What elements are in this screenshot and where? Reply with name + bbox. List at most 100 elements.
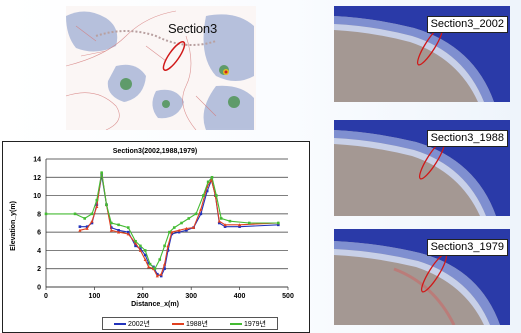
data-point-1979: [148, 262, 152, 266]
data-point-1979: [187, 217, 191, 220]
data-point-1988: [133, 241, 138, 245]
data-point-1979: [228, 219, 232, 223]
data-point-1979: [247, 221, 251, 225]
x-tick-label: 300: [185, 293, 197, 300]
legend-label-1988: 1988년: [185, 320, 208, 328]
series-line-1979: [46, 172, 279, 270]
data-point-2002: [90, 221, 94, 225]
data-point-1988: [170, 230, 174, 234]
y-tick-label: 8: [37, 211, 41, 218]
elevation-chart: Section3(2002,1988,1979) 0 2 4 6 8 10 12 14 0 100…: [10, 148, 294, 308]
legend-swatch-2002: [113, 322, 126, 325]
data-point-1979: [110, 221, 113, 225]
section-panel-1988: Section3_1988: [334, 120, 510, 216]
data-point-2002: [185, 229, 188, 232]
data-point-1988: [162, 262, 167, 266]
data-point-1979: [143, 249, 147, 252]
aerial-map: [66, 6, 256, 130]
data-point-1988: [85, 226, 89, 230]
data-point-1988: [117, 230, 121, 234]
data-point-1979: [206, 180, 210, 184]
data-point-1988: [138, 248, 142, 252]
data-point-1988: [184, 226, 188, 230]
data-point-2002: [277, 223, 280, 227]
data-point-2002: [117, 229, 120, 232]
x-tick-label: 500: [282, 293, 294, 300]
aerial-map-image: [66, 6, 256, 130]
y-tick-label: 6: [37, 230, 41, 237]
x-axis-label: Distance_x(m): [131, 301, 179, 308]
map-section-label: Section3: [168, 21, 217, 36]
y-tick-label: 0: [37, 285, 41, 292]
x-tick-label: 400: [234, 293, 246, 300]
data-point-2002: [163, 267, 166, 271]
data-point-1988: [78, 228, 82, 232]
data-point-1988: [217, 219, 221, 223]
section-label-2002: Section3_2002: [426, 16, 508, 33]
data-point-1988: [177, 228, 181, 232]
series-line-2002: [79, 175, 279, 277]
section-label-1988: Section3_1988: [426, 130, 508, 147]
data-point-2002: [85, 225, 89, 228]
data-point-1988: [192, 225, 196, 229]
legend-swatch-1988: [171, 322, 184, 325]
legend-item-1979: 1979년: [229, 319, 266, 329]
data-point-1979: [90, 212, 94, 216]
data-point-1988: [126, 232, 130, 236]
data-point-1979: [172, 226, 176, 229]
data-point-1979: [153, 267, 157, 271]
data-point-1979: [139, 244, 142, 248]
section-label-1979: Section3_1979: [426, 239, 508, 256]
data-point-1988: [143, 257, 147, 261]
data-point-2002: [126, 230, 130, 234]
x-tick-label: 200: [137, 293, 149, 300]
data-point-1979: [215, 194, 218, 197]
data-point-1979: [134, 239, 137, 243]
data-point-1979: [117, 223, 120, 227]
data-point-1988: [95, 204, 99, 208]
data-point-1979: [219, 217, 223, 220]
chart-title: Section3(2002,1988,1979): [113, 148, 197, 155]
data-point-1979: [44, 212, 48, 216]
data-point-2002: [139, 247, 142, 250]
data-point-1979: [163, 244, 166, 248]
data-point-1988: [159, 272, 163, 276]
data-point-1979: [168, 230, 171, 234]
data-point-1979: [202, 194, 205, 197]
x-tick-label: 0: [44, 293, 48, 300]
data-point-1979: [277, 221, 280, 225]
data-point-2002: [177, 230, 181, 234]
data-point-1979: [158, 258, 162, 261]
data-point-2002: [134, 244, 137, 248]
y-tick-label: 4: [37, 248, 41, 255]
data-point-2002: [223, 225, 227, 228]
y-tick-label: 14: [33, 157, 41, 164]
data-point-1979: [100, 171, 103, 175]
legend-swatch-1979: [229, 322, 242, 325]
legend-item-2002: 2002년: [113, 319, 150, 329]
y-axis-label: Elevation_y(m): [10, 201, 17, 251]
plot-area: 0 2 4 6 8 10 12 14 0 100 200 300 400 500: [33, 157, 294, 301]
data-point-1979: [180, 221, 183, 225]
data-point-2002: [205, 189, 209, 193]
data-point-1979: [210, 175, 214, 179]
y-tick-label: 2: [37, 266, 41, 273]
data-point-2002: [238, 225, 241, 228]
x-tick-label: 100: [89, 293, 101, 300]
data-point-2002: [166, 249, 170, 252]
data-point-2002: [143, 253, 147, 257]
section-panel-1979: Section3_1979: [334, 229, 510, 325]
data-point-1988: [199, 207, 203, 211]
data-point-1979: [126, 226, 130, 229]
data-point-2002: [159, 274, 163, 278]
data-point-1988: [109, 228, 113, 232]
data-point-1988: [166, 244, 170, 248]
data-point-2002: [156, 272, 159, 276]
data-point-1988: [90, 219, 94, 223]
data-point-2002: [217, 221, 221, 225]
data-point-1979: [95, 198, 99, 202]
data-point-1988: [147, 265, 151, 269]
data-point-1979: [73, 212, 77, 216]
data-point-1979: [105, 203, 108, 207]
